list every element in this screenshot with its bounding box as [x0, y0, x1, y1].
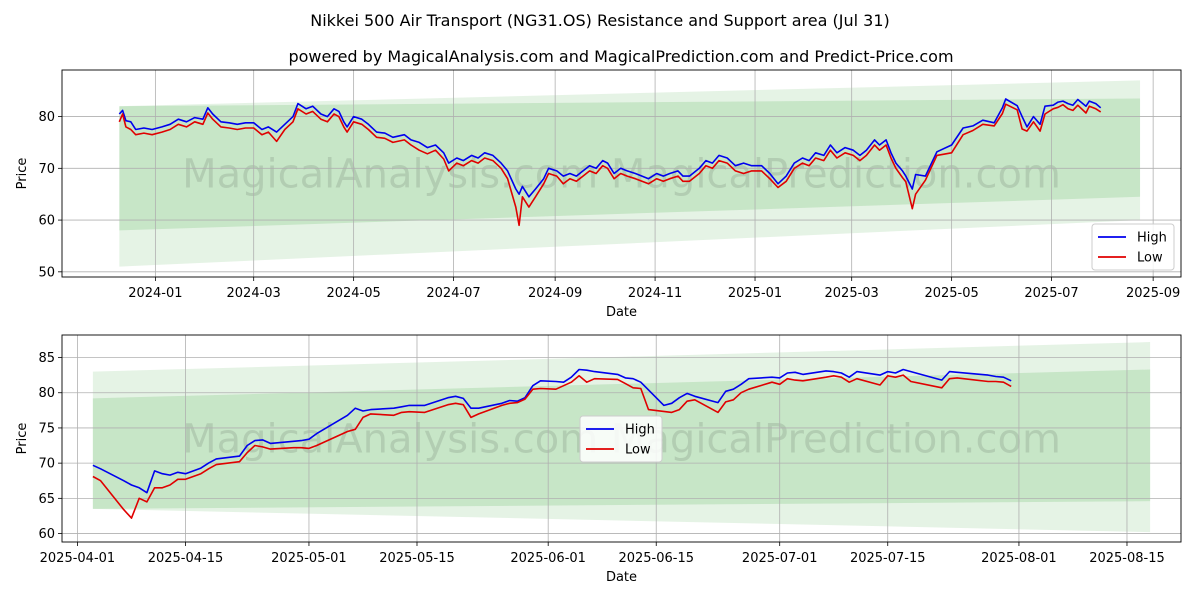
y-tick-label: 65 [38, 492, 55, 507]
x-tick-label: 2025-07 [1024, 286, 1078, 301]
legend-box [579, 415, 663, 463]
y-tick-label: 60 [38, 527, 55, 542]
x-tick-label: 2024-03 [227, 286, 281, 301]
x-tick-label: 2025-06-01 [510, 551, 586, 566]
band-inner [119, 98, 1141, 231]
x-tick-label: 2025-08-15 [1089, 551, 1165, 566]
y-tick-label: 60 [38, 214, 55, 229]
x-tick-label: 2025-08-01 [981, 551, 1057, 566]
x-tick-label: 2025-03 [825, 286, 879, 301]
y-tick-label: 75 [38, 421, 55, 436]
x-tick-label: 2024-07 [426, 286, 480, 301]
y-tick-label: 80 [38, 110, 55, 125]
x-tick-label: 2024-05 [326, 286, 380, 301]
bottom-panel: MagicalAnalysis.com MagicalPrediction.co… [15, 334, 1182, 585]
chart-subtitle: powered by MagicalAnalysis.com and Magic… [288, 47, 953, 66]
series-line-high [118, 98, 1102, 198]
series-line-low [92, 374, 1012, 519]
legend-label-high: High [1137, 231, 1167, 246]
x-tick-label: 2025-01 [728, 286, 782, 301]
x-tick-label: 2025-06-15 [618, 551, 694, 566]
y-tick-label: 80 [38, 386, 55, 401]
legend-box [1091, 223, 1175, 271]
y-tick-label: 50 [38, 265, 55, 280]
x-tick-label: 2025-04-15 [148, 551, 224, 566]
y-tick-label: 70 [38, 457, 55, 472]
x-tick-label: 2025-05-01 [271, 551, 347, 566]
x-tick-label: 2024-11 [628, 286, 682, 301]
x-tick-label: 2024-09 [528, 286, 582, 301]
x-tick-label: 2025-07-15 [850, 551, 926, 566]
legend: High Low [1091, 223, 1175, 271]
x-tick-label: 2025-05-15 [379, 551, 455, 566]
x-tick-label: 2024-01 [128, 286, 182, 301]
plot-frame [61, 334, 1182, 543]
chart-title: Nikkei 500 Air Transport (NG31.OS) Resis… [310, 11, 890, 30]
x-tick-label: 2025-05 [924, 286, 978, 301]
series-line-low [118, 103, 1102, 227]
legend: High Low [579, 415, 663, 463]
series-line-high [92, 368, 1012, 494]
top-panel: MagicalAnalysis.com MagicalPrediction.co… [15, 69, 1182, 320]
x-tick-label: 2025-04-01 [40, 551, 116, 566]
y-tick-label: 85 [38, 351, 55, 366]
y-tick-label: 70 [38, 162, 55, 177]
x-axis-label: Date [606, 570, 637, 585]
y-axis-label: Price [15, 158, 30, 190]
x-axis-label: Date [606, 305, 637, 320]
x-tick-label: 2025-07-01 [742, 551, 818, 566]
x-tick-label: 2025-09 [1126, 286, 1180, 301]
legend-label-low: Low [625, 443, 651, 458]
legend-label-high: High [625, 423, 655, 438]
plot-frame [61, 69, 1182, 278]
legend-label-low: Low [1137, 251, 1163, 266]
y-axis-label: Price [15, 423, 30, 455]
